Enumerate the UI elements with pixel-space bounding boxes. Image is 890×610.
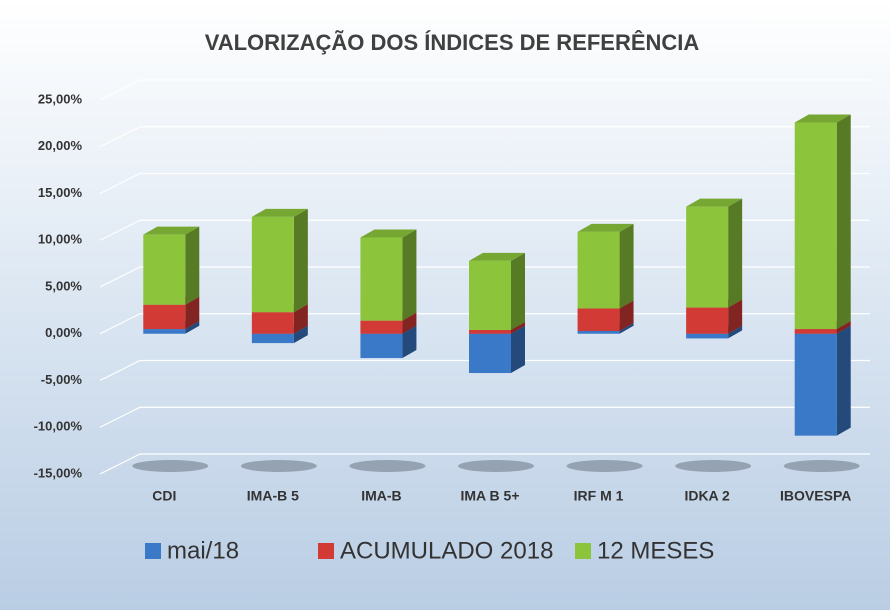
floor-shadow xyxy=(458,460,534,472)
bar xyxy=(577,330,620,334)
bar-side xyxy=(728,198,743,308)
bar xyxy=(469,333,511,374)
bar xyxy=(469,260,511,331)
bar xyxy=(360,320,403,334)
floor-shadow xyxy=(675,460,752,472)
bar-side xyxy=(619,322,634,334)
y-tick-label: 10,00% xyxy=(38,232,83,247)
grid-line xyxy=(99,172,870,195)
grid-line xyxy=(99,126,870,148)
x-tick-label: IMA-B xyxy=(361,488,401,504)
bar-side xyxy=(619,300,634,331)
bar-side xyxy=(185,296,200,330)
bar-side xyxy=(836,321,851,334)
bar-side xyxy=(511,252,525,331)
legend-label: mai/18 xyxy=(167,537,239,564)
bar-top xyxy=(360,229,417,238)
y-tick-label: 25,00% xyxy=(38,91,83,106)
bar xyxy=(251,333,294,344)
bar xyxy=(360,333,403,359)
legend-label: ACUMULADO 2018 xyxy=(340,537,553,564)
bar-top xyxy=(577,223,634,232)
bar-side xyxy=(293,325,308,344)
bar xyxy=(686,307,729,334)
y-tick-label: 15,00% xyxy=(38,185,83,200)
y-tick-label: 5,00% xyxy=(45,278,82,293)
grid-line xyxy=(99,406,870,428)
legend-swatch xyxy=(575,543,591,559)
bar xyxy=(794,333,837,436)
x-tick-label: CDI xyxy=(152,488,176,504)
bar-segment xyxy=(686,198,743,308)
floor-shadow xyxy=(349,460,426,472)
bar-segment xyxy=(360,229,417,321)
bar xyxy=(794,122,837,330)
x-tick-label: IMA-B 5 xyxy=(247,488,299,504)
bar-side xyxy=(728,299,743,334)
chart-title: VALORIZAÇÃO DOS ÍNDICES DE REFERÊNCIA xyxy=(205,30,700,55)
grid-line xyxy=(99,359,870,382)
y-tick-label: -15,00% xyxy=(34,465,83,480)
legend-swatch xyxy=(318,543,334,559)
bar xyxy=(469,330,511,334)
bar-segment xyxy=(794,114,851,330)
bar-side xyxy=(293,208,308,313)
bar-segment xyxy=(577,223,634,309)
x-tick-label: IDKA 2 xyxy=(684,488,730,504)
bar-side xyxy=(402,312,417,334)
floor-shadow xyxy=(566,460,643,472)
legend-swatch xyxy=(145,543,161,559)
bar-segment xyxy=(143,226,200,305)
bar-segment xyxy=(469,252,525,331)
bar-side xyxy=(293,304,308,334)
legend-label: 12 MESES xyxy=(597,537,714,564)
floor-shadow xyxy=(132,460,209,472)
bar xyxy=(143,329,186,334)
bar-side xyxy=(402,325,417,359)
bar xyxy=(686,333,729,339)
bar-side xyxy=(185,321,200,334)
bar-top xyxy=(686,198,743,207)
grid-line xyxy=(99,219,870,241)
bar-top xyxy=(251,208,308,217)
grid-line xyxy=(99,453,870,475)
bar-side xyxy=(185,226,200,305)
bar-side xyxy=(836,114,851,330)
x-tick-label: IBOVESPA xyxy=(780,488,851,504)
bar xyxy=(577,308,620,331)
floor-shadow xyxy=(783,460,860,472)
bar xyxy=(794,329,837,334)
bar-side xyxy=(619,223,634,309)
bar xyxy=(360,237,403,321)
floor-shadow xyxy=(240,460,317,472)
bar-side xyxy=(728,325,743,339)
bar xyxy=(251,216,294,313)
bar-side xyxy=(511,322,525,334)
bar xyxy=(143,234,186,305)
bar xyxy=(577,231,620,309)
bar xyxy=(143,304,186,330)
grid-line xyxy=(99,79,870,101)
bar-top xyxy=(469,252,525,261)
bar-top xyxy=(143,226,200,235)
bar xyxy=(686,206,729,308)
bar-side xyxy=(836,325,851,436)
bar-segment xyxy=(794,325,851,436)
bar-side xyxy=(402,229,417,321)
y-tick-label: -5,00% xyxy=(41,372,83,387)
bar-side xyxy=(511,325,525,374)
y-tick-label: 0,00% xyxy=(45,325,82,340)
y-tick-label: 20,00% xyxy=(38,138,83,153)
bar-top xyxy=(794,114,851,123)
x-tick-label: IMA B 5+ xyxy=(461,488,520,504)
y-tick-label: -10,00% xyxy=(34,419,83,434)
bar-segment xyxy=(251,208,308,313)
x-tick-label: IRF M 1 xyxy=(574,488,624,504)
bar xyxy=(251,312,294,334)
